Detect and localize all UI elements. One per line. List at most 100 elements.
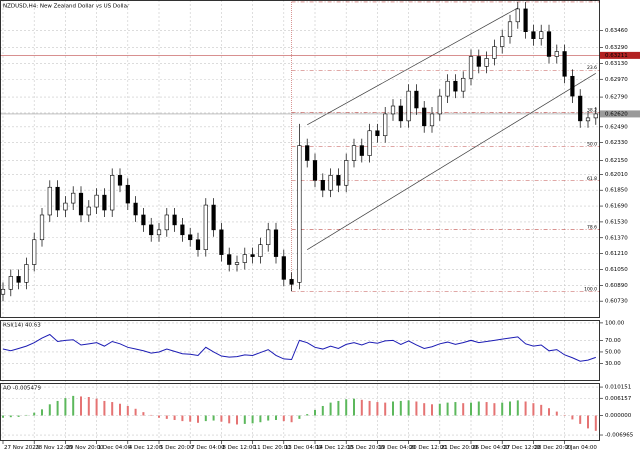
ao-bar	[56, 400, 59, 416]
y-tick-label: 0.62970	[605, 77, 628, 83]
ao-bar	[524, 401, 527, 416]
candle-body	[344, 160, 349, 186]
ao-bar	[290, 415, 293, 423]
candle-body	[133, 202, 138, 216]
ao-bar	[594, 415, 597, 431]
ao-bar	[9, 415, 12, 418]
candle-body	[429, 113, 435, 127]
ao-bar	[220, 415, 223, 422]
ao-bar	[477, 401, 480, 416]
ao-bar	[462, 403, 465, 416]
y-tick-label: 0.62790	[605, 95, 628, 101]
ao-bar	[532, 403, 535, 416]
x-tick-label: 14 Dec 12:00	[316, 445, 353, 451]
candle-body	[32, 239, 37, 265]
rsi-line	[2, 333, 596, 362]
candle-body	[55, 186, 60, 211]
ao-bar	[173, 415, 176, 420]
candle-body	[437, 95, 442, 115]
ao-bar	[555, 411, 558, 416]
ao-label: AO -0.005479	[3, 386, 41, 392]
candle-body	[554, 51, 559, 57]
candle-body	[39, 214, 45, 241]
x-tick-label: 15 Dec 20:00	[347, 445, 384, 451]
y-tick-label: 0.62010	[605, 172, 628, 178]
ao-bar	[189, 415, 192, 422]
candle-body	[297, 145, 302, 283]
candle-body	[47, 186, 52, 216]
ao-bar	[119, 403, 121, 416]
y-tick-label: 0.61210	[605, 251, 628, 257]
fib-label: 38.2	[587, 107, 597, 113]
x-tick-label: 20 Dec 12:00	[410, 445, 447, 451]
ao-bar	[368, 400, 371, 416]
ao-bar	[111, 402, 114, 416]
y-tick-label: 0.63460	[605, 28, 628, 34]
candle-body	[531, 31, 536, 39]
y-tick-label: 0.62330	[605, 140, 628, 146]
ao-bar	[485, 402, 488, 416]
candle-body	[422, 107, 427, 127]
x-tick-label: 2 Jan 04:00	[566, 445, 598, 451]
candle-body	[172, 214, 177, 226]
ao-bar	[493, 403, 496, 416]
candle-body	[406, 90, 411, 122]
candle-body	[227, 254, 232, 265]
candle-body	[328, 175, 333, 191]
candle-body	[500, 36, 505, 47]
y-tick-label: 0.61850	[605, 188, 628, 194]
candle-body	[125, 184, 130, 204]
candle-body	[273, 229, 279, 257]
ao-bar	[376, 402, 379, 416]
chart-title: NZDUSD,H4: New Zealand Dollar vs US Doll…	[3, 4, 130, 10]
candle-body	[484, 58, 489, 67]
y-tick-label: 30.00	[605, 361, 621, 367]
candle-body	[266, 229, 271, 245]
ao-bar	[540, 404, 543, 416]
y-tick-label: 0.62490	[605, 124, 628, 130]
ao-bar	[275, 415, 277, 420]
candle-body	[281, 256, 286, 280]
y-tick-label: 0.61370	[605, 235, 628, 241]
ao-bar	[236, 415, 238, 425]
ao-bar	[158, 415, 160, 418]
candle-body	[195, 239, 201, 250]
ao-bar	[329, 402, 332, 416]
candle-body	[211, 204, 216, 231]
ao-bar	[415, 401, 418, 416]
ao-bar	[587, 415, 589, 429]
candle-body	[359, 145, 364, 156]
x-tick-label: 19 Dec 04:00	[378, 445, 415, 451]
y-tick-label: 70.00	[605, 338, 621, 344]
ao-bar	[306, 414, 309, 416]
ao-bar	[267, 415, 270, 421]
candle-body	[398, 105, 403, 122]
ao-bar	[2, 415, 4, 418]
x-tick-label: 13 Dec 04:00	[285, 445, 322, 451]
candle-body	[570, 75, 575, 97]
ao-bar	[243, 415, 246, 424]
ao-bar	[470, 402, 472, 416]
trendline	[307, 7, 518, 126]
y-tick-label: 0.60890	[605, 283, 628, 289]
x-tick-label: 4 Dec 12:00	[129, 445, 163, 451]
candle-body	[383, 113, 388, 137]
fib-label: 61.8	[587, 176, 597, 182]
candle-body	[94, 194, 99, 208]
ao-bar	[228, 415, 231, 424]
ao-bar	[41, 409, 43, 416]
candle-body	[312, 160, 318, 181]
candle-body	[24, 264, 29, 283]
candle-body	[8, 276, 13, 290]
candle-body	[507, 21, 513, 37]
ao-bar	[345, 399, 348, 416]
y-tick-label: -0.006965	[605, 433, 634, 439]
ao-bar	[17, 415, 20, 417]
ao-bar	[399, 400, 402, 416]
candle-body	[156, 229, 162, 236]
price-tag	[600, 110, 640, 118]
candle-body	[320, 179, 325, 191]
panel-frame	[0, 320, 600, 381]
ao-bar	[438, 403, 441, 416]
